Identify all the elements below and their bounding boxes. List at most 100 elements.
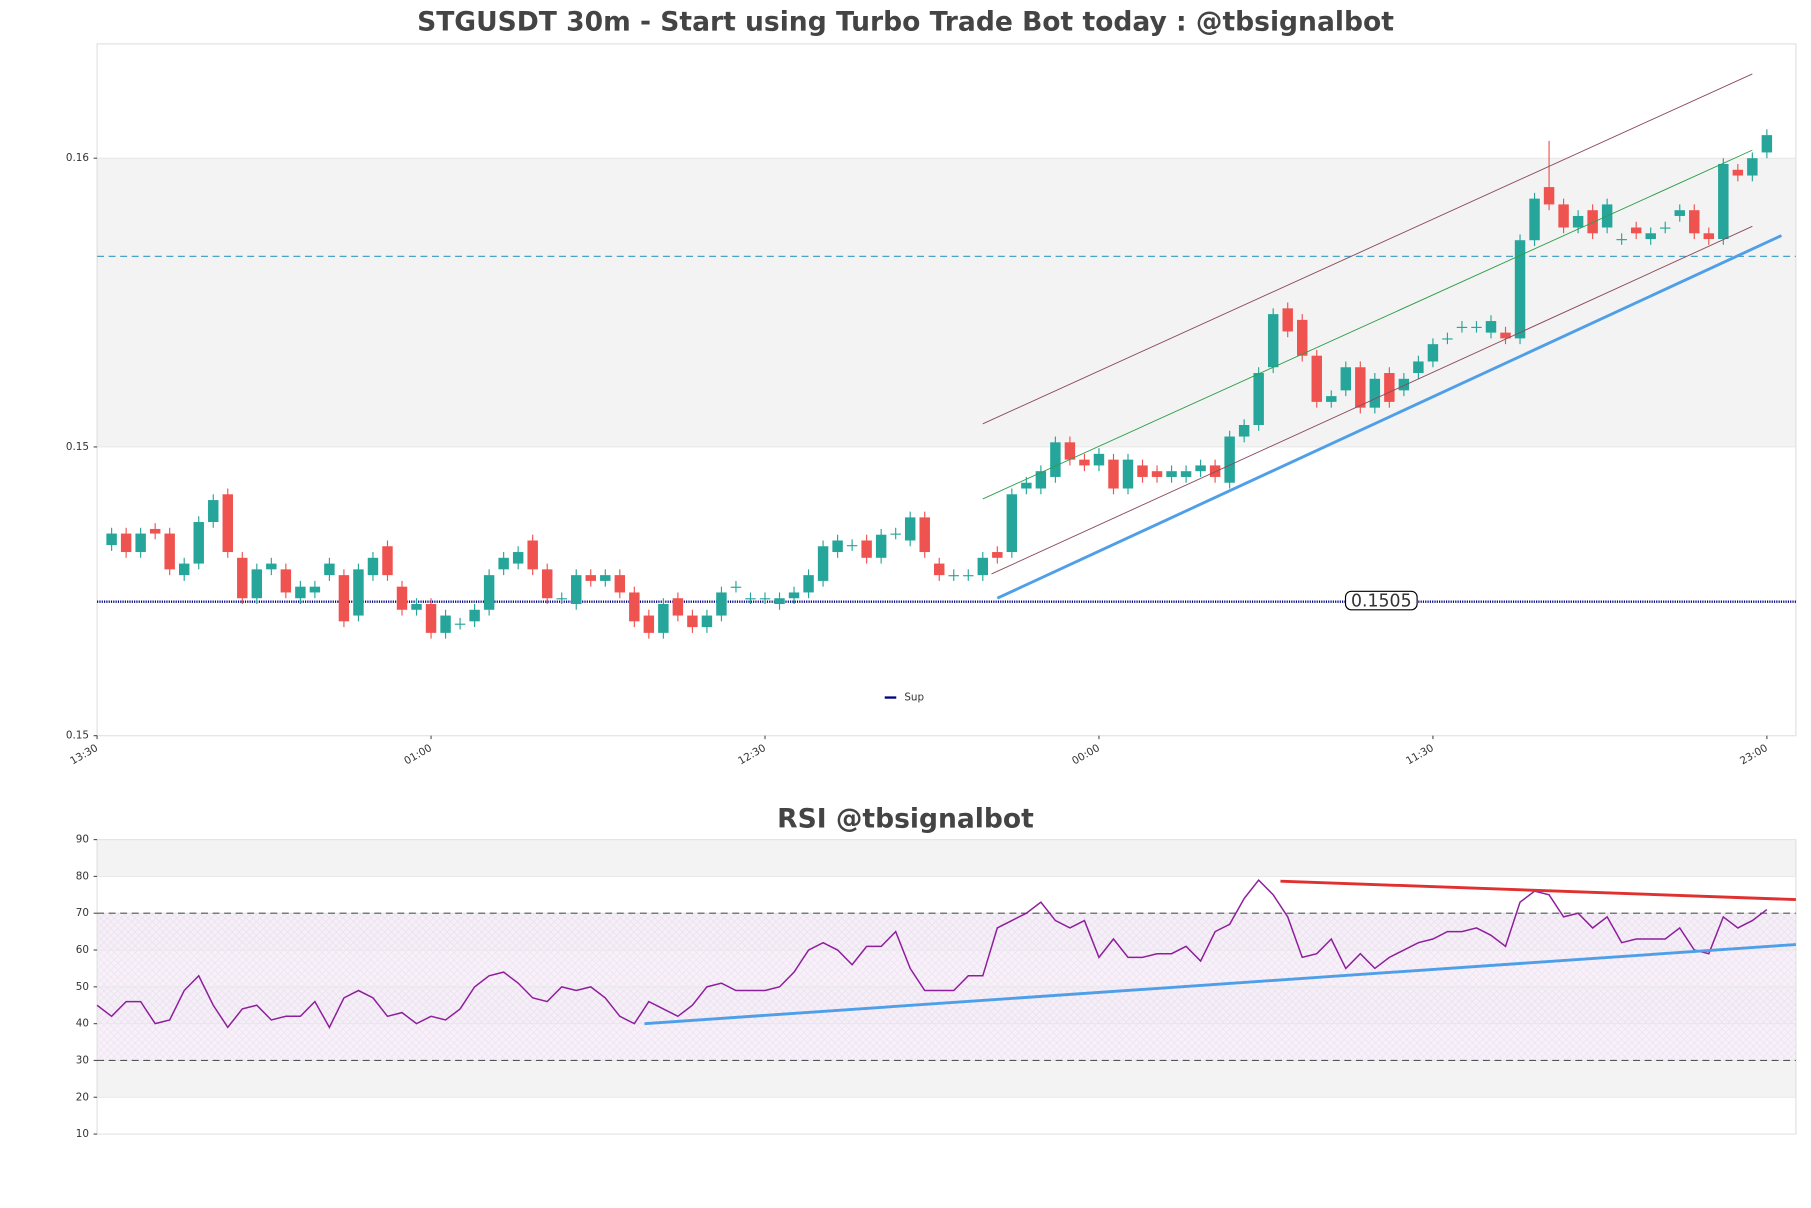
candle-body: [629, 592, 640, 622]
candle-body: [1224, 436, 1235, 483]
candle-body: [353, 569, 364, 616]
candle-body: [1689, 210, 1700, 234]
candle-body: [1209, 465, 1221, 477]
candle-body: [498, 557, 509, 570]
candle-body: [1718, 163, 1729, 240]
trend-line: [982, 73, 1753, 425]
candle-body: [440, 615, 451, 633]
candle-body: [1660, 227, 1671, 229]
candle-body: [1616, 239, 1627, 241]
candle-body: [934, 563, 945, 576]
candle-body: [774, 598, 785, 604]
candle-body: [614, 575, 626, 593]
candle-body: [904, 517, 916, 541]
candle-body: [1703, 233, 1715, 240]
candle-body: [469, 609, 480, 622]
candle-body: [745, 598, 756, 600]
candle-body: [1529, 198, 1540, 241]
candle-body: [120, 533, 132, 553]
candle-body: [890, 533, 901, 535]
candle-body: [411, 604, 422, 610]
candle-body: [106, 533, 117, 546]
candle-body: [512, 552, 524, 564]
candle-body: [1355, 367, 1366, 408]
candle-body: [1485, 321, 1497, 333]
candle-body: [1645, 233, 1656, 240]
candle-body: [1238, 424, 1250, 437]
candle-body: [585, 575, 596, 581]
candle-body: [1021, 482, 1032, 489]
candle-body: [1050, 442, 1061, 477]
candle-body: [803, 575, 814, 593]
candle-body: [643, 615, 655, 633]
candle-body: [832, 540, 843, 553]
candle-body: [454, 623, 466, 625]
candle-body: [1253, 373, 1264, 425]
candle-body: [338, 575, 350, 622]
candle-body: [541, 569, 553, 599]
y-tick-label: 0.15: [66, 441, 89, 453]
candle-body: [1761, 135, 1773, 153]
candle-body: [1340, 367, 1352, 391]
trend-line: [996, 234, 1782, 600]
candle-body: [1006, 494, 1018, 553]
candle-body: [846, 545, 858, 547]
candle-body: [1384, 373, 1395, 402]
candle-body: [1630, 227, 1642, 234]
trend-line: [982, 149, 1753, 500]
candle-body: [1151, 471, 1163, 477]
candle-body: [1456, 326, 1468, 328]
candle-body: [1267, 314, 1279, 368]
candle-body: [1413, 361, 1424, 374]
trend-line: [644, 943, 1797, 1026]
y-tick-label: 60: [76, 944, 89, 956]
candle-body: [658, 604, 669, 633]
candle-body: [1122, 459, 1134, 489]
candle-body: [1572, 215, 1584, 228]
x-tick-label: 00:00: [1070, 742, 1102, 767]
candle-body: [1543, 187, 1555, 205]
candle-body: [672, 598, 684, 616]
candle-body: [992, 552, 1003, 558]
support-label-box: [1344, 590, 1418, 611]
candle-body: [1093, 453, 1105, 466]
y-tick-label: 40: [76, 1018, 89, 1030]
candle-body: [309, 586, 321, 593]
candle-body: [1079, 459, 1090, 466]
candle-body: [237, 557, 248, 599]
y-tick-label: 70: [76, 907, 89, 919]
rsi-title: RSI @tbsignalbot: [777, 803, 1034, 834]
candle-body: [1674, 210, 1685, 216]
candle-body: [193, 522, 204, 564]
candle-body: [382, 546, 393, 576]
y-tick-label: 90: [76, 834, 89, 846]
candle-body: [1732, 169, 1744, 176]
candle-body: [483, 575, 495, 610]
support-label: 0.1505: [1351, 592, 1412, 612]
y-tick-label: 10: [76, 1128, 89, 1140]
candle-body: [1137, 465, 1148, 477]
candle-body: [425, 604, 437, 633]
x-tick-label: 13:30: [68, 742, 100, 767]
x-tick-label: 23:00: [1738, 742, 1770, 767]
candle-body: [788, 592, 800, 599]
candle-body: [1180, 471, 1192, 477]
candle-body: [208, 500, 219, 523]
candle-body: [701, 615, 713, 628]
candle-body: [178, 563, 190, 576]
candle-body: [1442, 338, 1453, 340]
candle-body: [1195, 465, 1206, 472]
candle-body: [730, 586, 742, 588]
candle-body: [817, 546, 829, 581]
x-tick-label: 12:30: [736, 742, 768, 767]
candle-body: [1500, 332, 1511, 339]
x-tick-label: 01:00: [402, 742, 434, 767]
candle-body: [527, 540, 538, 570]
x-tick-label: 11:30: [1404, 742, 1436, 767]
chart-title: STGUSDT 30m - Start using Turbo Trade Bo…: [417, 7, 1394, 38]
band: [97, 158, 1796, 447]
candle-body: [1514, 240, 1526, 339]
candle-body: [1558, 204, 1569, 228]
band: [97, 839, 1796, 877]
candle-body: [875, 534, 887, 558]
